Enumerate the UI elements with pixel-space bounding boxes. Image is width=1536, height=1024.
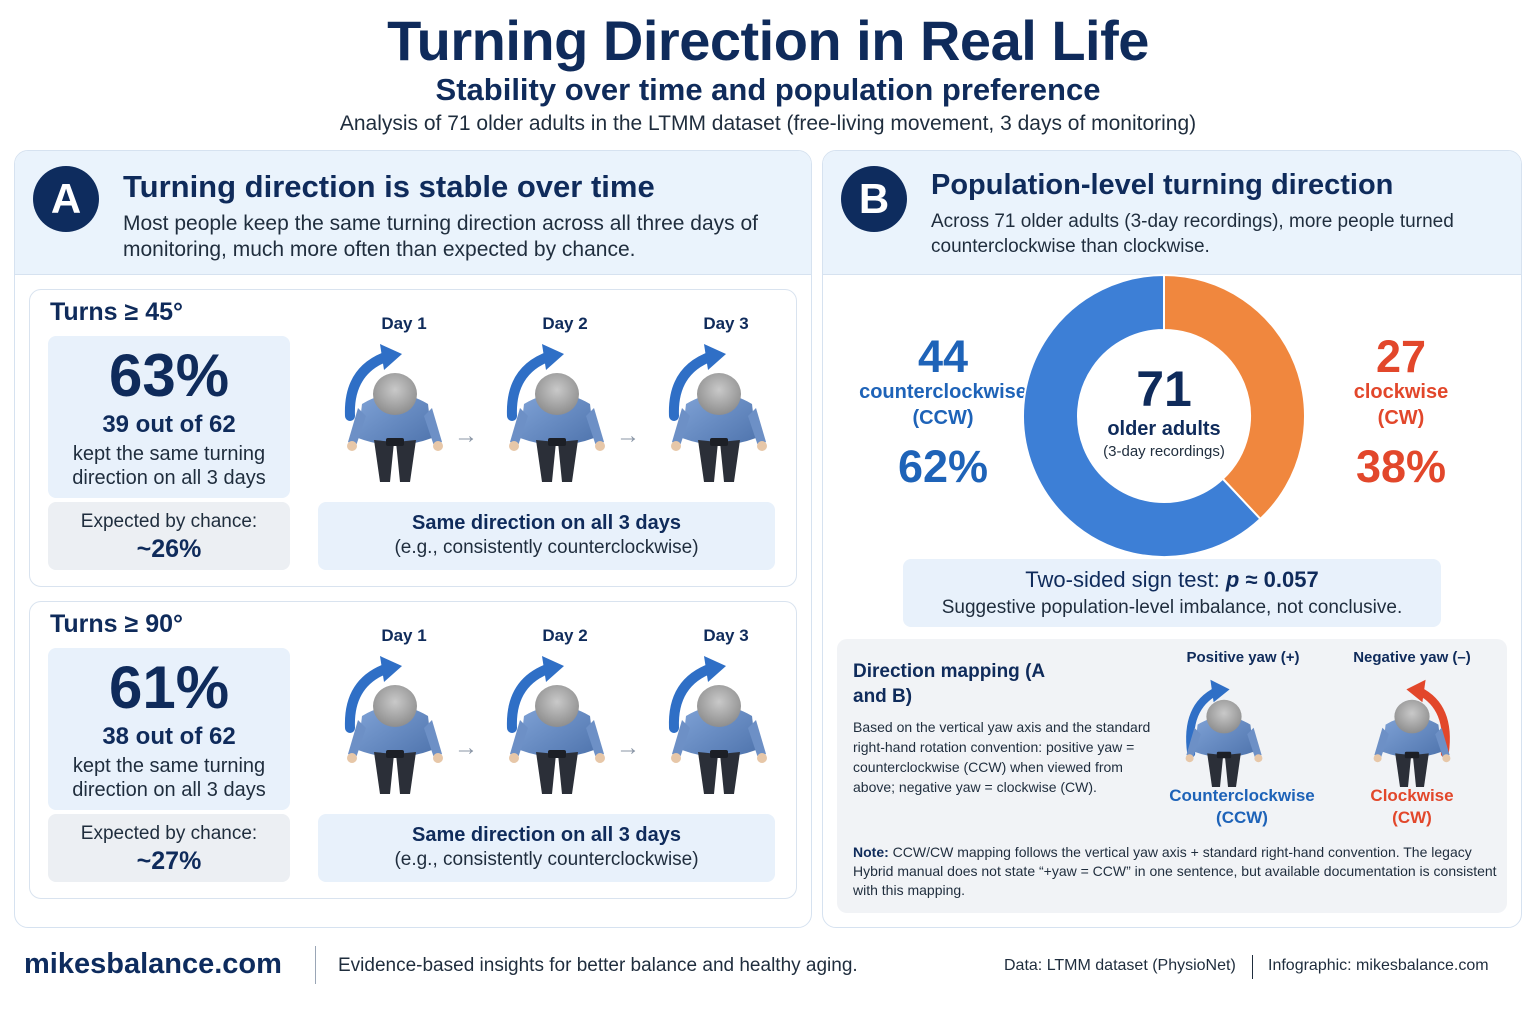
cw-label: clockwise (CW) <box>1331 379 1471 431</box>
same-direction-example: (e.g., consistently counterclockwise) <box>394 849 699 870</box>
day-label: Day 2 <box>542 626 588 645</box>
direction-mapping-box: Direction mapping (A and B) Based on the… <box>837 639 1507 913</box>
ccw-label: counterclockwise (CCW) <box>843 379 1043 431</box>
sign-test-conclusion: Suggestive population-level imbalance, n… <box>941 597 1403 618</box>
card-title: Turns ≥ 45° <box>50 298 184 326</box>
same-direction-example: (e.g., consistently counterclockwise) <box>394 537 699 558</box>
footer-tagline: Evidence-based insights for better balan… <box>338 955 858 976</box>
donut-chart <box>1022 273 1306 558</box>
person-top-view-icon <box>344 656 443 794</box>
cw-name-line1: Clockwise <box>1370 786 1454 805</box>
footer-brand[interactable]: mikesbalance.com <box>24 948 282 980</box>
day-label: Day 1 <box>381 626 427 645</box>
right-arrow-icon: → <box>616 734 640 761</box>
stat-description: kept the same turning direction on all 3… <box>72 755 266 801</box>
ccw-name-line2: (CCW) <box>1216 808 1268 827</box>
stat-percent: 61% <box>108 654 230 721</box>
right-arrow-icon: → <box>454 422 478 449</box>
counterclockwise-arrow-icon <box>1185 679 1263 787</box>
mapping-text: Based on the vertical yaw axis and the s… <box>853 719 1151 795</box>
ccw-name-line1: Counterclockwise <box>1169 786 1315 805</box>
panel-a-badge: A <box>33 166 99 232</box>
person-top-view-icon <box>506 656 605 794</box>
cw-percent: 38% <box>1355 441 1447 492</box>
day-label: Day 3 <box>703 314 749 333</box>
stat-box: 63% 39 out of 62 kept the same turning d… <box>48 336 290 498</box>
same-direction-box: Same direction on all 3 days (e.g., cons… <box>318 502 775 570</box>
right-arrow-icon: → <box>616 422 640 449</box>
card-title: Turns ≥ 90° <box>50 610 184 638</box>
analysis-note: Analysis of 71 older adults in the LTMM … <box>339 112 1197 135</box>
day-label: Day 1 <box>381 314 427 333</box>
positive-yaw-label: Positive yaw (+) <box>1186 649 1300 666</box>
person-top-view-icon <box>506 344 605 482</box>
day-label: Day 2 <box>542 314 588 333</box>
cw-label-line2: (CW) <box>1377 407 1425 429</box>
day-label: Day 3 <box>703 626 749 645</box>
card-turns-45: Turns ≥ 45° 63% 39 out of 62 kept the sa… <box>29 289 797 587</box>
same-direction-title: Same direction on all 3 days <box>412 824 681 846</box>
person-top-view-icon <box>344 344 443 482</box>
p-symbol: p <box>1225 567 1240 592</box>
panel-b-title: Population-level turning direction <box>931 169 1394 201</box>
page-subtitle: Stability over time and population prefe… <box>435 72 1101 107</box>
stat-count: 38 out of 62 <box>102 723 236 750</box>
footer-credit: Infographic: mikesbalance.com <box>1268 957 1489 974</box>
page-title: Turning Direction in Real Life <box>387 9 1149 72</box>
stat-percent: 63% <box>108 342 230 409</box>
chance-value: ~26% <box>136 535 202 563</box>
stat-box: 61% 38 out of 62 kept the same turning d… <box>48 648 290 810</box>
sign-test-label: Two-sided sign test: <box>1025 567 1220 592</box>
chance-box: Expected by chance: ~26% <box>48 502 290 570</box>
sign-test-box: Two-sided sign test: p ≈ 0.057 Suggestiv… <box>903 559 1441 627</box>
person-top-view-icon <box>668 656 767 794</box>
footer-divider <box>315 946 316 984</box>
clockwise-arrow-icon <box>1373 679 1451 787</box>
panel-b-header: B Population-level turning direction Acr… <box>823 151 1521 275</box>
cw-label-line1: clockwise <box>1353 381 1449 403</box>
cw-name-line2: (CW) <box>1392 808 1432 827</box>
mapping-title: Direction mapping (A and B) <box>853 661 1045 707</box>
donut-slice-ccw <box>1022 273 1262 558</box>
person-top-view-icon <box>668 344 767 482</box>
panel-a-title: Turning direction is stable over time <box>123 169 655 204</box>
ccw-label-line1: counterclockwise <box>859 381 1027 403</box>
footer-data-source: Data: LTMM dataset (PhysioNet) <box>1004 957 1236 974</box>
note-label: Note: <box>853 844 889 860</box>
right-arrow-icon: → <box>454 734 478 761</box>
same-direction-box: Same direction on all 3 days (e.g., cons… <box>318 814 775 882</box>
cw-name: Clockwise (CW) <box>1327 785 1497 829</box>
mapping-note: Note: CCW/CW mapping follows the vertica… <box>853 843 1503 900</box>
panel-b-badge: B <box>841 166 907 232</box>
chance-label: Expected by chance: <box>80 823 258 844</box>
panel-a: A Turning direction is stable over time … <box>14 150 812 928</box>
card-turns-90: Turns ≥ 90° 61% 38 out of 62 kept the sa… <box>29 601 797 899</box>
ccw-name: Counterclockwise (CCW) <box>1157 785 1327 829</box>
panel-b-description: Across 71 older adults (3-day recordings… <box>931 211 1454 257</box>
stat-count: 39 out of 62 <box>102 411 236 438</box>
note-text: CCW/CW mapping follows the vertical yaw … <box>853 844 1497 898</box>
sign-test-result: Two-sided sign test: p ≈ 0.057 <box>903 567 1441 593</box>
same-direction-title: Same direction on all 3 days <box>412 512 681 534</box>
footer-divider <box>1252 955 1253 979</box>
negative-yaw-label: Negative yaw (–) <box>1353 649 1471 666</box>
panel-b: B Population-level turning direction Acr… <box>822 150 1522 928</box>
chance-value: ~27% <box>136 847 202 875</box>
chance-label: Expected by chance: <box>80 511 258 532</box>
p-value: ≈ 0.057 <box>1245 567 1319 592</box>
cw-count: 27 <box>1375 331 1427 382</box>
ccw-count: 44 <box>917 331 969 382</box>
panel-a-header: A Turning direction is stable over time … <box>15 151 811 275</box>
chance-box: Expected by chance: ~27% <box>48 814 290 882</box>
ccw-label-line2: (CCW) <box>912 407 974 429</box>
ccw-percent: 62% <box>897 441 989 492</box>
donut-slice-cw <box>1163 273 1306 521</box>
panel-a-description: Most people keep the same turning direct… <box>123 212 759 261</box>
stat-description: kept the same turning direction on all 3… <box>72 443 266 489</box>
